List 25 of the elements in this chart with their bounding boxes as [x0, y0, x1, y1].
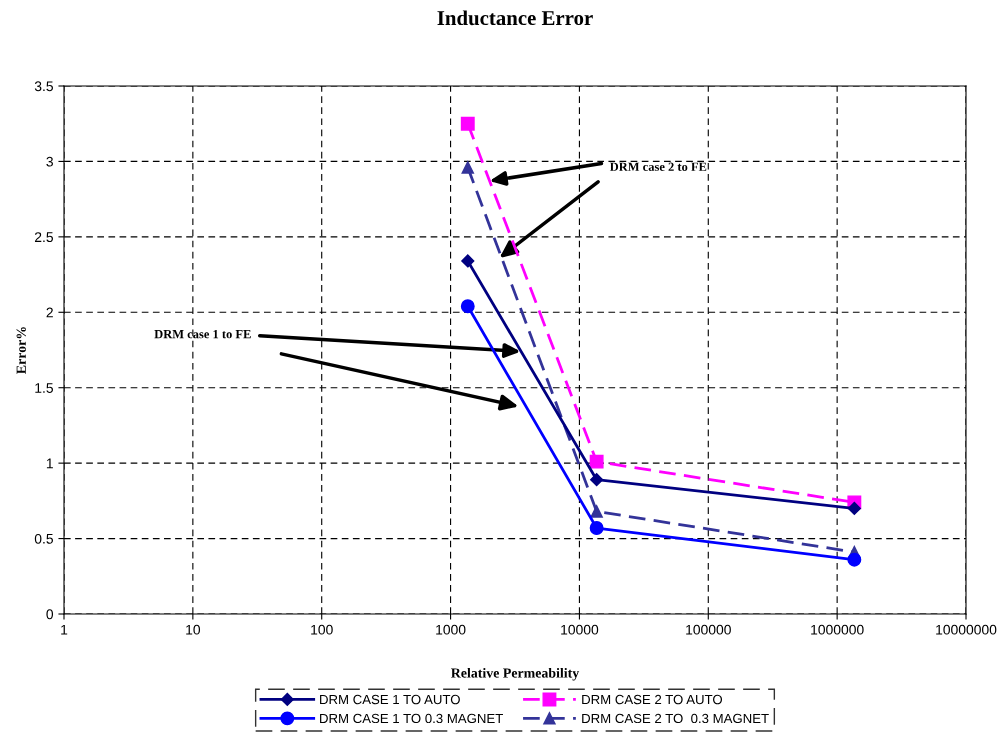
chart-title: Inductance Error — [437, 10, 593, 26]
legend-label: DRM CASE 2 TO 0.3 MAGNET — [582, 713, 769, 724]
legend-label: DRM CASE 1 TO AUTO — [320, 694, 460, 705]
y-tick-label: 3.5 — [34, 81, 53, 92]
x-tick-label: 100000 — [686, 624, 731, 635]
y-tick-label: 0.5 — [34, 533, 53, 544]
x-tick-label: 1000000 — [811, 624, 864, 635]
x-tick-label: 10000 — [561, 624, 599, 635]
annotation: DRM case 2 to FE — [609, 162, 707, 171]
y-tick-label: 2.5 — [34, 232, 53, 243]
y-tick-label: 2 — [46, 307, 53, 318]
y-axis-title: Error% — [16, 327, 26, 374]
legend-label: DRM CASE 2 TO AUTO — [582, 694, 723, 705]
y-tick-label: 1.5 — [35, 383, 53, 393]
x-tick-label: 100 — [311, 624, 333, 635]
y-tick-label: 0 — [46, 609, 54, 620]
x-tick-label: 10000000 — [936, 624, 997, 635]
x-tick-label: 1000 — [436, 624, 466, 635]
x-axis-title: Relative Permeability — [451, 667, 580, 681]
annotation: DRM case 1 to FE — [154, 329, 251, 339]
y-tick-label: 3 — [46, 156, 53, 167]
x-tick-label: 10 — [186, 624, 201, 635]
legend-label: DRM CASE 1 TO 0.3 MAGNET — [320, 713, 503, 724]
x-tick-label: 1 — [61, 624, 68, 635]
y-tick-label: 1 — [46, 458, 53, 469]
